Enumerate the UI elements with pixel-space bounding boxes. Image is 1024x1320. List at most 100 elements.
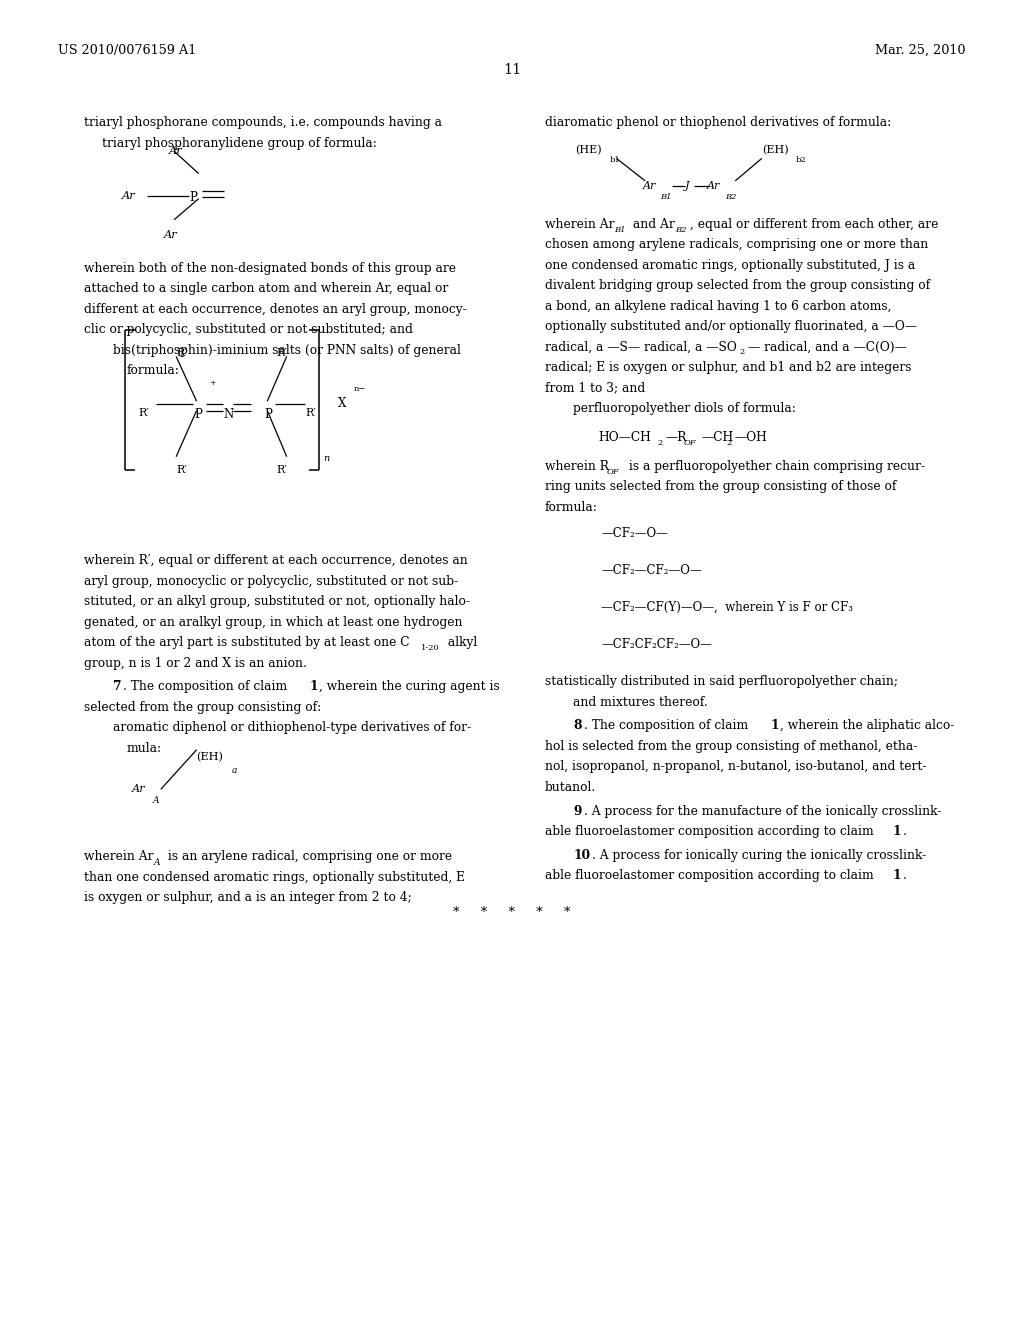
Text: 2: 2 bbox=[739, 348, 744, 356]
Text: . A process for the manufacture of the ionically crosslink-: . A process for the manufacture of the i… bbox=[584, 804, 941, 817]
Text: Ar: Ar bbox=[169, 145, 182, 156]
Text: diaromatic phenol or thiophenol derivatives of formula:: diaromatic phenol or thiophenol derivati… bbox=[545, 116, 891, 129]
Text: b2: b2 bbox=[796, 156, 806, 164]
Text: .: . bbox=[903, 869, 907, 882]
Text: triaryl phosphorane compounds, i.e. compounds having a: triaryl phosphorane compounds, i.e. comp… bbox=[84, 116, 442, 129]
Text: atom of the aryl part is substituted by at least one C: atom of the aryl part is substituted by … bbox=[84, 636, 410, 649]
Text: than one condensed aromatic rings, optionally substituted, E: than one condensed aromatic rings, optio… bbox=[84, 870, 465, 883]
Text: B2: B2 bbox=[675, 226, 686, 234]
Text: formula:: formula: bbox=[545, 500, 598, 513]
Text: Ar: Ar bbox=[707, 181, 720, 191]
Text: formula:: formula: bbox=[127, 364, 180, 378]
Text: nol, isopropanol, n-propanol, n-butanol, iso-butanol, and tert-: nol, isopropanol, n-propanol, n-butanol,… bbox=[545, 760, 927, 774]
Text: a: a bbox=[231, 766, 237, 775]
Text: , wherein the aliphatic alco-: , wherein the aliphatic alco- bbox=[780, 719, 954, 733]
Text: 11: 11 bbox=[503, 63, 521, 78]
Text: Ar: Ar bbox=[643, 181, 656, 191]
Text: OF: OF bbox=[606, 467, 618, 477]
Text: wherein Ar: wherein Ar bbox=[84, 850, 154, 863]
Text: wherein Ar: wherein Ar bbox=[545, 218, 614, 231]
Text: wherein R′, equal or different at each occurrence, denotes an: wherein R′, equal or different at each o… bbox=[84, 554, 468, 568]
Text: butanol.: butanol. bbox=[545, 780, 596, 793]
Text: 8: 8 bbox=[573, 719, 582, 733]
Text: n: n bbox=[324, 454, 330, 463]
Text: divalent bridging group selected from the group consisting of: divalent bridging group selected from th… bbox=[545, 279, 930, 292]
Text: R′: R′ bbox=[138, 408, 148, 418]
Text: (HE): (HE) bbox=[575, 145, 602, 156]
Text: US 2010/0076159 A1: US 2010/0076159 A1 bbox=[58, 44, 197, 57]
Text: clic or polycyclic, substituted or not substituted; and: clic or polycyclic, substituted or not s… bbox=[84, 323, 413, 337]
Text: 1: 1 bbox=[893, 869, 901, 882]
Text: attached to a single carbon atom and wherein Ar, equal or: attached to a single carbon atom and whe… bbox=[84, 282, 449, 296]
Text: aryl group, monocyclic or polycyclic, substituted or not sub-: aryl group, monocyclic or polycyclic, su… bbox=[84, 574, 458, 587]
Text: —CF₂—O—: —CF₂—O— bbox=[601, 527, 668, 540]
Text: selected from the group consisting of:: selected from the group consisting of: bbox=[84, 701, 322, 714]
Text: stituted, or an alkyl group, substituted or not, optionally halo-: stituted, or an alkyl group, substituted… bbox=[84, 595, 470, 609]
Text: different at each occurrence, denotes an aryl group, monocy-: different at each occurrence, denotes an… bbox=[84, 302, 467, 315]
Text: R′: R′ bbox=[276, 465, 287, 475]
Text: 1: 1 bbox=[309, 680, 317, 693]
Text: 9: 9 bbox=[573, 804, 582, 817]
Text: . A process for ionically curing the ionically crosslink-: . A process for ionically curing the ion… bbox=[592, 849, 926, 862]
Text: able fluoroelastomer composition according to claim: able fluoroelastomer composition accordi… bbox=[545, 869, 878, 882]
Text: P: P bbox=[195, 408, 203, 421]
Text: P: P bbox=[264, 408, 272, 421]
Text: Ar: Ar bbox=[122, 190, 135, 201]
Text: statistically distributed in said perfluoropolyether chain;: statistically distributed in said perflu… bbox=[545, 675, 898, 688]
Text: A: A bbox=[153, 796, 159, 805]
Text: J: J bbox=[685, 181, 689, 191]
Text: — radical, and a —C(O)—: — radical, and a —C(O)— bbox=[748, 341, 906, 354]
Text: +: + bbox=[209, 379, 215, 387]
Text: *     *     *     *     *: * * * * * bbox=[454, 906, 570, 919]
Text: n−: n− bbox=[353, 385, 366, 393]
Text: (EH): (EH) bbox=[197, 752, 223, 763]
Text: R′: R′ bbox=[276, 348, 287, 359]
Text: R′: R′ bbox=[176, 465, 186, 475]
Text: is oxygen or sulphur, and a is an integer from 2 to 4;: is oxygen or sulphur, and a is an intege… bbox=[84, 891, 412, 904]
Text: Mar. 25, 2010: Mar. 25, 2010 bbox=[876, 44, 966, 57]
Text: —CH: —CH bbox=[701, 430, 733, 444]
Text: X: X bbox=[338, 397, 346, 411]
Text: mula:: mula: bbox=[127, 742, 162, 755]
Text: from 1 to 3; and: from 1 to 3; and bbox=[545, 381, 645, 395]
Text: —OH: —OH bbox=[734, 430, 767, 444]
Text: OF: OF bbox=[684, 438, 696, 447]
Text: HO—CH: HO—CH bbox=[598, 430, 651, 444]
Text: one condensed aromatic rings, optionally substituted, J is a: one condensed aromatic rings, optionally… bbox=[545, 259, 915, 272]
Text: B1: B1 bbox=[614, 226, 626, 234]
Text: 2: 2 bbox=[726, 438, 731, 447]
Text: is a perfluoropolyether chain comprising recur-: is a perfluoropolyether chain comprising… bbox=[625, 459, 925, 473]
Text: ring units selected from the group consisting of those of: ring units selected from the group consi… bbox=[545, 480, 896, 494]
Text: group, n is 1 or 2 and X is an anion.: group, n is 1 or 2 and X is an anion. bbox=[84, 656, 307, 669]
Text: triaryl phosphoranylidene group of formula:: triaryl phosphoranylidene group of formu… bbox=[102, 136, 377, 149]
Text: Ar: Ar bbox=[132, 784, 145, 795]
Text: and Ar: and Ar bbox=[629, 218, 675, 231]
Text: 10: 10 bbox=[573, 849, 591, 862]
Text: N: N bbox=[223, 408, 233, 421]
Text: perfluoropolyether diols of formula:: perfluoropolyether diols of formula: bbox=[573, 401, 797, 414]
Text: 2: 2 bbox=[657, 438, 663, 447]
Text: bis(triphosphin)-iminium salts (or PNN salts) of general: bis(triphosphin)-iminium salts (or PNN s… bbox=[113, 343, 461, 356]
Text: wherein both of the non-designated bonds of this group are: wherein both of the non-designated bonds… bbox=[84, 261, 456, 275]
Text: R′: R′ bbox=[176, 348, 186, 359]
Text: radical; E is oxygen or sulphur, and b1 and b2 are integers: radical; E is oxygen or sulphur, and b1 … bbox=[545, 360, 911, 374]
Text: and mixtures thereof.: and mixtures thereof. bbox=[573, 696, 709, 709]
Text: wherein R: wherein R bbox=[545, 459, 608, 473]
Text: chosen among arylene radicals, comprising one or more than: chosen among arylene radicals, comprisin… bbox=[545, 238, 928, 251]
Text: 1: 1 bbox=[893, 825, 901, 838]
Text: 7: 7 bbox=[113, 680, 121, 693]
Text: b1: b1 bbox=[609, 156, 620, 164]
Text: P: P bbox=[189, 190, 198, 203]
Text: is an arylene radical, comprising one or more: is an arylene radical, comprising one or… bbox=[164, 850, 452, 863]
Text: optionally substituted and/or optionally fluorinated, a —O—: optionally substituted and/or optionally… bbox=[545, 319, 916, 333]
Text: genated, or an aralkyl group, in which at least one hydrogen: genated, or an aralkyl group, in which a… bbox=[84, 615, 463, 628]
Text: . The composition of claim: . The composition of claim bbox=[123, 680, 291, 693]
Text: R′: R′ bbox=[305, 408, 315, 418]
Text: —CF₂—CF₂—O—: —CF₂—CF₂—O— bbox=[601, 564, 701, 577]
Text: A: A bbox=[154, 858, 160, 867]
Text: .: . bbox=[903, 825, 907, 838]
Text: —CF₂CF₂CF₂—O—: —CF₂CF₂CF₂—O— bbox=[601, 638, 712, 651]
Text: B2: B2 bbox=[725, 193, 736, 201]
Text: —R: —R bbox=[666, 430, 687, 444]
Text: Ar: Ar bbox=[164, 230, 177, 240]
